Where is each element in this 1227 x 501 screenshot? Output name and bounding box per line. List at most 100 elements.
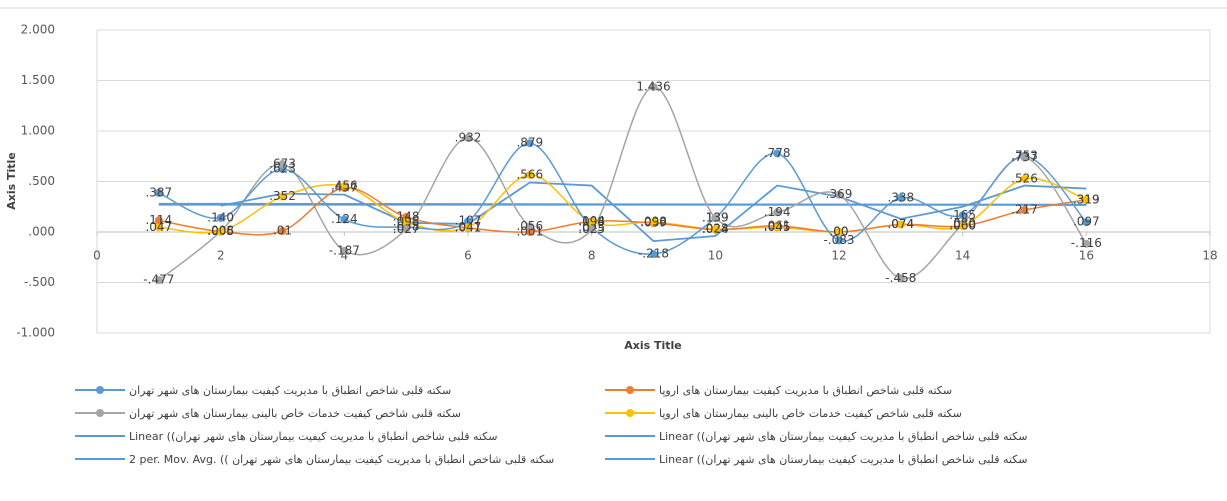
- x-tick-label: 4: [341, 249, 349, 263]
- data-point: [525, 170, 534, 179]
- x-tick-label: 18: [1202, 249, 1217, 263]
- x-tick-label: 2: [217, 249, 225, 263]
- data-point: [835, 236, 843, 245]
- data-point: [587, 225, 596, 234]
- data-point: [649, 218, 658, 227]
- data-label: .074: [887, 217, 914, 231]
- x-axis-title: Axis Title: [624, 339, 682, 352]
- data-point: [711, 213, 720, 222]
- legend-item: 2 per. Mov. Avg. (( سکته قلبی شاخص انطبا…: [75, 451, 554, 467]
- data-point: [649, 250, 658, 259]
- legend-marker: [626, 409, 634, 417]
- data-point: [154, 223, 163, 232]
- series-line: [158, 187, 1087, 236]
- legend-item: سکته قلبی شاخص انطباق با مدیریت کیفیت بی…: [75, 382, 451, 398]
- series-line: [158, 174, 1087, 234]
- legend-item: سکته قلبی شاخص کیفیت خدمات خاص بالینی بی…: [605, 405, 962, 421]
- data-point: [340, 246, 349, 255]
- data-label: .027: [393, 222, 420, 236]
- data-point: [402, 218, 411, 227]
- legend-label: 2 per. Mov. Avg. (( سکته قلبی شاخص انطبا…: [129, 452, 555, 466]
- data-label: .778: [764, 146, 791, 160]
- data-label: .737: [1011, 150, 1038, 164]
- data-point: [278, 160, 287, 169]
- data-label: .098: [578, 215, 605, 229]
- data-point: [464, 217, 472, 226]
- data-label: .148: [393, 210, 420, 224]
- data-label: -.218: [638, 247, 669, 261]
- data-label: -.458: [885, 271, 916, 285]
- data-point: [154, 216, 163, 225]
- data-point: [649, 82, 658, 91]
- x-tick-label: 14: [955, 249, 970, 263]
- legend-swatch: [75, 386, 125, 394]
- y-tick-label: -1.000: [16, 326, 55, 340]
- data-label: .045: [764, 220, 791, 234]
- legend-marker: [96, 409, 104, 417]
- data-label: -.116: [1071, 236, 1102, 250]
- data-point: [278, 192, 287, 201]
- legend-swatch: [75, 458, 125, 460]
- data-label: .098: [393, 215, 420, 229]
- legend-swatch: [605, 435, 655, 437]
- data-label: .047: [145, 220, 172, 234]
- data-point: [464, 133, 472, 142]
- data-label: .369: [826, 187, 853, 201]
- data-point: [958, 211, 967, 220]
- data-point: [216, 213, 225, 222]
- legend-label: سکته قلبی شاخص انطباق با مدیریت کیفیت بی…: [659, 429, 1028, 443]
- x-tick-label: 8: [588, 249, 596, 263]
- data-point: [896, 274, 905, 283]
- data-label: .097: [1073, 215, 1100, 229]
- data-label: .456: [331, 178, 358, 192]
- data-point: [154, 188, 163, 197]
- data-label: -.477: [143, 273, 174, 287]
- legend-marker: [626, 386, 634, 394]
- data-point: [896, 193, 905, 202]
- data-point: [1082, 239, 1091, 248]
- data-label: .00: [829, 225, 848, 239]
- data-label: .319: [1073, 192, 1100, 206]
- data-label: .165: [949, 208, 976, 222]
- data-label: 1.436: [636, 79, 670, 93]
- data-point: [525, 222, 534, 231]
- data-point: [1020, 206, 1029, 215]
- y-tick-label: 2.000: [21, 23, 55, 37]
- legend-label: سکته قلبی شاخص کیفیت خدمات خاص بالینی بی…: [129, 406, 461, 420]
- data-point: [958, 221, 967, 230]
- y-tick-label: .000: [28, 225, 55, 239]
- data-point: [340, 181, 349, 190]
- legend-label: سکته قلبی شاخص انطباق با مدیریت کیفیت بی…: [659, 452, 1028, 466]
- data-label: .098: [640, 215, 667, 229]
- y-tick-label: 1.000: [21, 124, 55, 138]
- y-tick-label: -.500: [24, 275, 55, 289]
- x-tick-label: 12: [831, 249, 846, 263]
- legend-swatch: [75, 409, 125, 417]
- legend-swatch: [75, 435, 125, 437]
- trend-line: [158, 203, 1087, 206]
- data-point: [773, 208, 782, 217]
- data-point: [835, 228, 843, 236]
- legend-label: سکته قلبی شاخص انطباق با مدیریت کیفیت بی…: [129, 383, 452, 397]
- data-label: .001: [516, 224, 543, 238]
- data-point: [773, 149, 782, 158]
- data-label: .879: [516, 136, 543, 150]
- data-label: .526: [1011, 171, 1038, 185]
- data-label: .139: [702, 210, 729, 224]
- data-label: .01: [273, 223, 292, 237]
- data-label: .008: [207, 224, 234, 238]
- legend-item: سکته قلبی شاخص کیفیت خدمات خاص بالینی بی…: [75, 405, 461, 421]
- data-label: .217: [1011, 203, 1038, 217]
- legend-item: سکته قلبی شاخص انطباق با مدیریت کیفیت بی…: [605, 451, 1027, 467]
- data-point: [711, 225, 720, 234]
- data-label: .352: [269, 189, 296, 203]
- data-point: [402, 225, 411, 234]
- data-label: .114: [145, 213, 172, 227]
- data-label: .060: [949, 218, 976, 232]
- data-label: .140: [207, 210, 234, 224]
- data-label: -.187: [329, 243, 360, 257]
- data-point: [525, 139, 534, 148]
- x-tick-label: 16: [1079, 249, 1094, 263]
